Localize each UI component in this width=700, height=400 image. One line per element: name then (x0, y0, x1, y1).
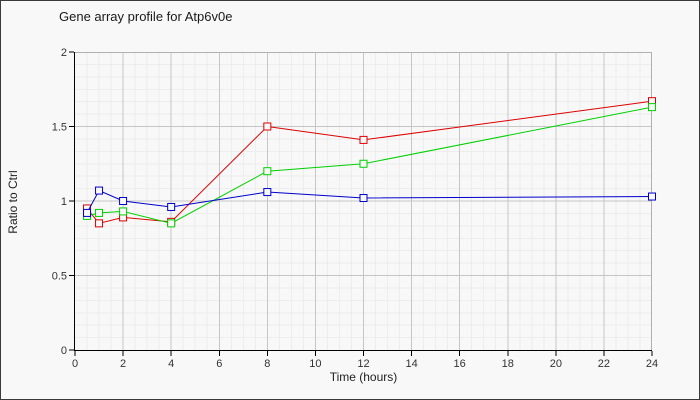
series-green-marker (119, 207, 128, 216)
series-blue-marker (119, 197, 128, 205)
series-red-marker (263, 122, 272, 131)
x-tick-label: 22 (598, 358, 610, 370)
x-tick-label: 4 (168, 358, 174, 370)
x-axis-label: Time (hours) (329, 370, 398, 384)
series-green-marker (263, 167, 272, 176)
x-tick-label: 8 (264, 358, 270, 370)
y-tick-label: 0.5 (52, 271, 67, 283)
series-blue-marker (359, 194, 368, 203)
x-tick-label: 10 (309, 358, 321, 370)
x-tick-label: 24 (646, 358, 658, 370)
y-tick-label: 2 (61, 47, 67, 59)
series-blue-marker (263, 188, 272, 197)
series-green-marker (167, 219, 176, 228)
x-tick-label: 14 (405, 358, 417, 370)
series-green-marker (648, 103, 656, 112)
y-tick-label: 0 (61, 345, 67, 357)
x-tick-label: 0 (72, 358, 78, 370)
x-tick-label: 20 (550, 358, 562, 370)
series-blue-marker (83, 208, 92, 217)
y-tick-label: 1.5 (52, 122, 67, 134)
chart-title: Gene array profile for Atp6v0e (59, 9, 233, 24)
series-green-marker (95, 208, 104, 217)
series-red-marker (359, 135, 368, 144)
x-tick-label: 2 (120, 358, 126, 370)
x-tick-label: 18 (502, 358, 514, 370)
x-tick-label: 6 (216, 358, 222, 370)
x-tick-label: 16 (454, 358, 466, 370)
series-green-marker (359, 159, 368, 168)
x-tick-label: 12 (357, 358, 369, 370)
series-red-marker (95, 219, 104, 228)
series-blue-marker (167, 202, 176, 211)
series-blue-marker (95, 186, 104, 195)
series-blue-marker (648, 192, 656, 201)
y-tick-label: 1 (61, 196, 67, 208)
